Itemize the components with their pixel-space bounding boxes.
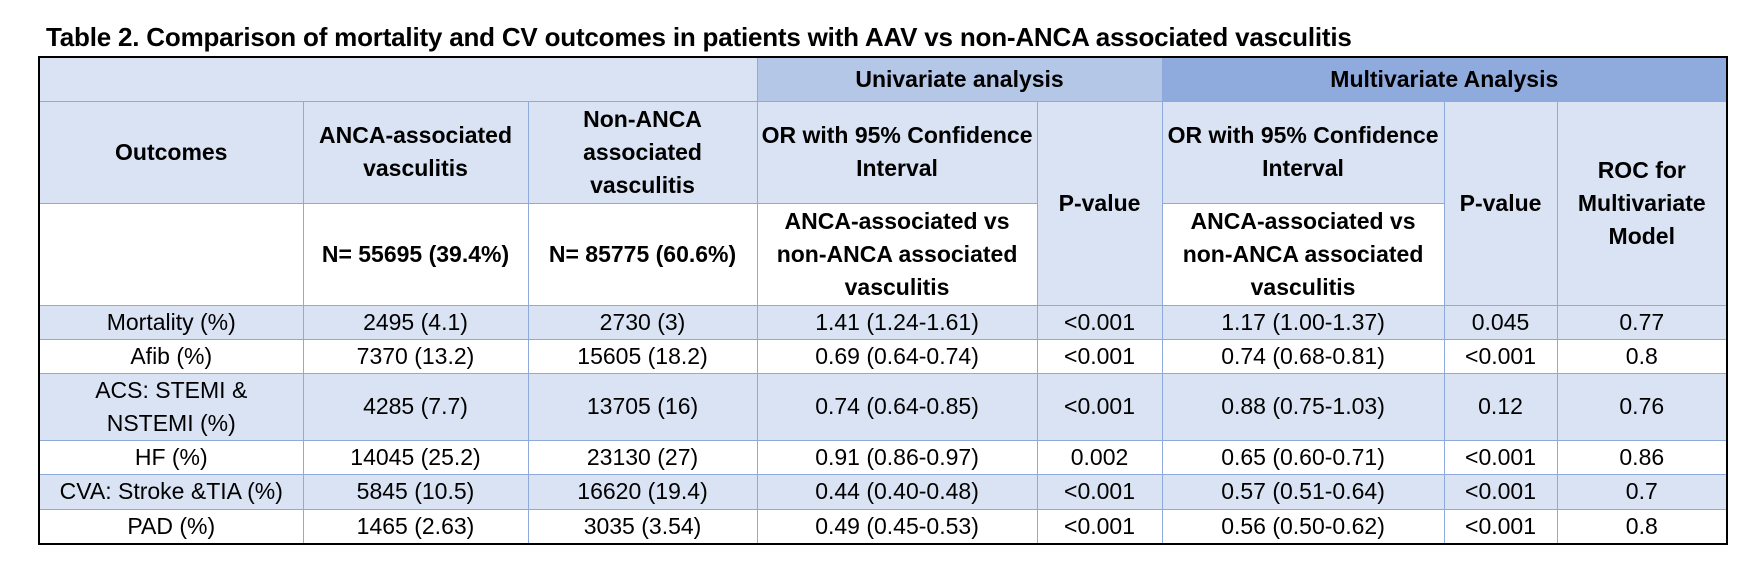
anca-n-subheader: N= 55695 (39.4%) [302,202,529,306]
non-anca-n-subheader: N= 85775 (60.6%) [527,202,758,306]
outcome-cell: Mortality (%) [38,304,304,340]
multivariate-or-cell: 1.17 (1.00-1.37) [1161,304,1445,340]
table-row: ACS: STEMI & NSTEMI (%) 4285 (7.7) 13705… [38,372,1728,441]
roc-header: ROC for Multivariate Model [1556,100,1728,306]
outcomes-table: Univariate analysis Multivariate Analysi… [38,56,1729,545]
outcome-cell: ACS: STEMI & NSTEMI (%) [38,372,304,441]
outcome-cell: PAD (%) [38,508,304,544]
multivariate-or-cell: 0.74 (0.68-0.81) [1161,338,1445,374]
table-row: CVA: Stroke &TIA (%) 5845 (10.5) 16620 (… [38,473,1728,510]
anca-cell: 7370 (13.2) [302,338,529,374]
non-anca-cell: 13705 (16) [527,372,758,441]
anca-cell: 2495 (4.1) [302,304,529,340]
outcomes-header: Outcomes [38,100,304,204]
univariate-or-header: OR with 95% Confidence Interval [756,100,1038,204]
multivariate-or-cell: 0.56 (0.50-0.62) [1161,508,1445,544]
anca-header: ANCA-associated vasculitis [302,100,529,204]
roc-cell: 0.77 [1556,304,1728,340]
multivariate-group-header: Multivariate Analysis [1161,56,1728,102]
multivariate-or-cell: 0.88 (0.75-1.03) [1161,372,1445,441]
univariate-or-cell: 0.69 (0.64-0.74) [756,338,1038,374]
table-row: PAD (%) 1465 (2.63) 3035 (3.54) 0.49 (0.… [38,508,1728,544]
roc-cell: 0.8 [1556,508,1728,544]
univariate-or-cell: 0.44 (0.40-0.48) [756,473,1038,510]
roc-cell: 0.8 [1556,338,1728,374]
multivariate-p-cell: 0.045 [1443,304,1558,340]
univariate-p-cell: <0.001 [1036,304,1163,340]
multivariate-or-cell: 0.57 (0.51-0.64) [1161,473,1445,510]
multivariate-comparison-subheader: ANCA-associated vs non-ANCA associated v… [1161,202,1445,306]
subheader-row: N= 55695 (39.4%) N= 85775 (60.6%) ANCA-a… [38,202,1727,306]
outcome-cell: HF (%) [38,439,304,475]
anca-cell: 4285 (7.7) [302,372,529,441]
multivariate-p-cell: <0.001 [1443,473,1558,510]
column-header-row: Outcomes ANCA-associated vasculitis Non-… [38,100,1728,306]
univariate-group-header: Univariate analysis [756,56,1163,102]
univariate-p-cell: <0.001 [1036,473,1163,510]
multivariate-p-cell: 0.12 [1443,372,1558,441]
non-anca-cell: 16620 (19.4) [527,473,758,510]
table-row: HF (%) 14045 (25.2) 23130 (27) 0.91 (0.8… [38,439,1728,475]
univariate-p-value-header: P-value [1036,100,1163,306]
outcome-cell: CVA: Stroke &TIA (%) [38,473,304,510]
table-row: Afib (%) 7370 (13.2) 15605 (18.2) 0.69 (… [38,338,1728,374]
non-anca-header: Non-ANCA associated vasculitis [527,100,758,204]
outcome-cell: Afib (%) [38,338,304,374]
univariate-p-cell: <0.001 [1036,372,1163,441]
univariate-p-cell: 0.002 [1036,439,1163,475]
univariate-comparison-subheader: ANCA-associated vs non-ANCA associated v… [756,202,1038,306]
roc-cell: 0.7 [1556,473,1728,510]
univariate-or-cell: 0.74 (0.64-0.85) [756,372,1038,441]
table-caption: Table 2. Comparison of mortality and CV … [46,22,1352,52]
non-anca-cell: 2730 (3) [527,304,758,340]
univariate-p-cell: <0.001 [1036,338,1163,374]
anca-cell: 5845 (10.5) [302,473,529,510]
univariate-or-cell: 0.91 (0.86-0.97) [756,439,1038,475]
multivariate-p-cell: <0.001 [1443,338,1558,374]
non-anca-cell: 23130 (27) [527,439,758,475]
roc-cell: 0.86 [1556,439,1728,475]
univariate-or-cell: 0.49 (0.45-0.53) [756,508,1038,544]
group-header-blank [38,56,758,102]
anca-cell: 14045 (25.2) [302,439,529,475]
multivariate-p-cell: <0.001 [1443,508,1558,544]
non-anca-cell: 15605 (18.2) [527,338,758,374]
univariate-p-cell: <0.001 [1036,508,1163,544]
group-header-row: Univariate analysis Multivariate Analysi… [38,56,1728,102]
univariate-or-cell: 1.41 (1.24-1.61) [756,304,1038,340]
table-row: Mortality (%) 2495 (4.1) 2730 (3) 1.41 (… [38,304,1728,340]
anca-cell: 1465 (2.63) [302,508,529,544]
multivariate-or-cell: 0.65 (0.60-0.71) [1161,439,1445,475]
roc-cell: 0.76 [1556,372,1728,441]
outcomes-subheader-blank [38,202,304,306]
non-anca-cell: 3035 (3.54) [527,508,758,544]
multivariate-p-value-header: P-value [1443,100,1558,306]
multivariate-p-cell: <0.001 [1443,439,1558,475]
multivariate-or-header: OR with 95% Confidence Interval [1161,100,1445,204]
